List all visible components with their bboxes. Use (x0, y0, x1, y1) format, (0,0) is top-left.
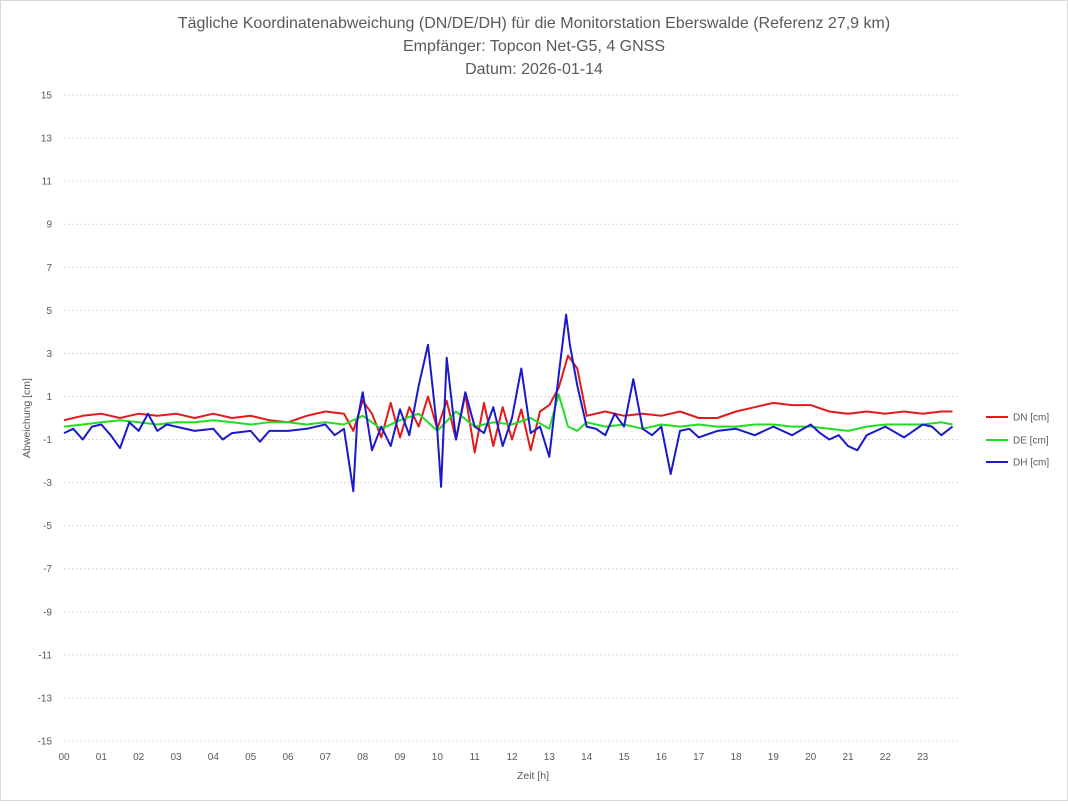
x-axis-label: Zeit [h] (517, 770, 549, 782)
x-tick-label: 09 (394, 752, 406, 763)
series-line-1 (63, 354, 953, 454)
x-tick-label: 07 (320, 752, 332, 763)
x-tick-label: 17 (693, 752, 705, 763)
series-line-3 (63, 313, 954, 493)
x-tick-label: 02 (133, 752, 145, 763)
y-tick-label: 15 (41, 91, 53, 102)
x-tick-label: 06 (282, 752, 294, 763)
y-tick-label: -3 (43, 478, 52, 489)
chart-subtitle-date: Datum: 2026-01-14 (465, 61, 603, 78)
gridlines (64, 94, 960, 742)
series-line-2 (63, 393, 953, 432)
x-tick-label: 19 (768, 752, 780, 763)
x-tick-label: 12 (506, 752, 518, 763)
x-tick-label: 15 (618, 752, 630, 763)
x-tick-label: 01 (96, 752, 108, 763)
legend-label: DE [cm] (1013, 436, 1049, 447)
legend-label: DH [cm] (1013, 458, 1049, 469)
x-tick-label: 23 (917, 752, 929, 763)
x-tick-label: 13 (544, 752, 556, 763)
y-tick-label: -7 (43, 564, 52, 575)
x-tick-label: 16 (656, 752, 668, 763)
x-tick-label: 14 (581, 752, 593, 763)
x-tick-label: 04 (208, 752, 220, 763)
x-tick-label: 00 (58, 752, 70, 763)
chart-title: Tägliche Koordinatenabweichung (DN/DE/DH… (178, 15, 890, 32)
legend-label: DN [cm] (1013, 413, 1049, 424)
legend: DN [cm] DE [cm] DH [cm] (986, 413, 1049, 469)
y-tick-label: -11 (38, 650, 52, 661)
y-axis-label: Abweichung [cm] (21, 378, 33, 458)
y-tick-label: 9 (46, 220, 52, 231)
y-tick-label: 7 (46, 263, 52, 274)
y-tick-label: 1 (46, 392, 52, 403)
x-tick-label: 11 (469, 752, 480, 763)
y-tick-label: 3 (46, 349, 52, 360)
y-tick-label: 11 (42, 177, 53, 188)
y-tick-label: 13 (41, 134, 53, 145)
y-tick-label: -15 (38, 737, 53, 748)
y-tick-label: -5 (43, 521, 52, 532)
x-tick-label: 22 (880, 752, 892, 763)
y-tick-label: -9 (43, 607, 52, 618)
y-tick-label: -1 (43, 435, 52, 446)
x-tick-label: 03 (170, 752, 182, 763)
axes: 15 13 11 9 7 5 3 1 -1 -3 -5 -7 -9 -11 -13 -15 00 01 02 03 04… (38, 91, 929, 764)
x-tick-label: 05 (245, 752, 257, 763)
x-tick-label: 08 (357, 752, 369, 763)
x-tick-label: 18 (730, 752, 742, 763)
y-tick-label: 5 (46, 306, 52, 317)
x-tick-label: 10 (432, 752, 444, 763)
chart-subtitle-receiver: Empfänger: Topcon Net-G5, 4 GNSS (403, 38, 665, 55)
x-tick-label: 21 (842, 752, 854, 763)
x-tick-label: 20 (805, 752, 817, 763)
y-tick-label: -13 (38, 693, 53, 704)
series-lines (63, 313, 954, 493)
